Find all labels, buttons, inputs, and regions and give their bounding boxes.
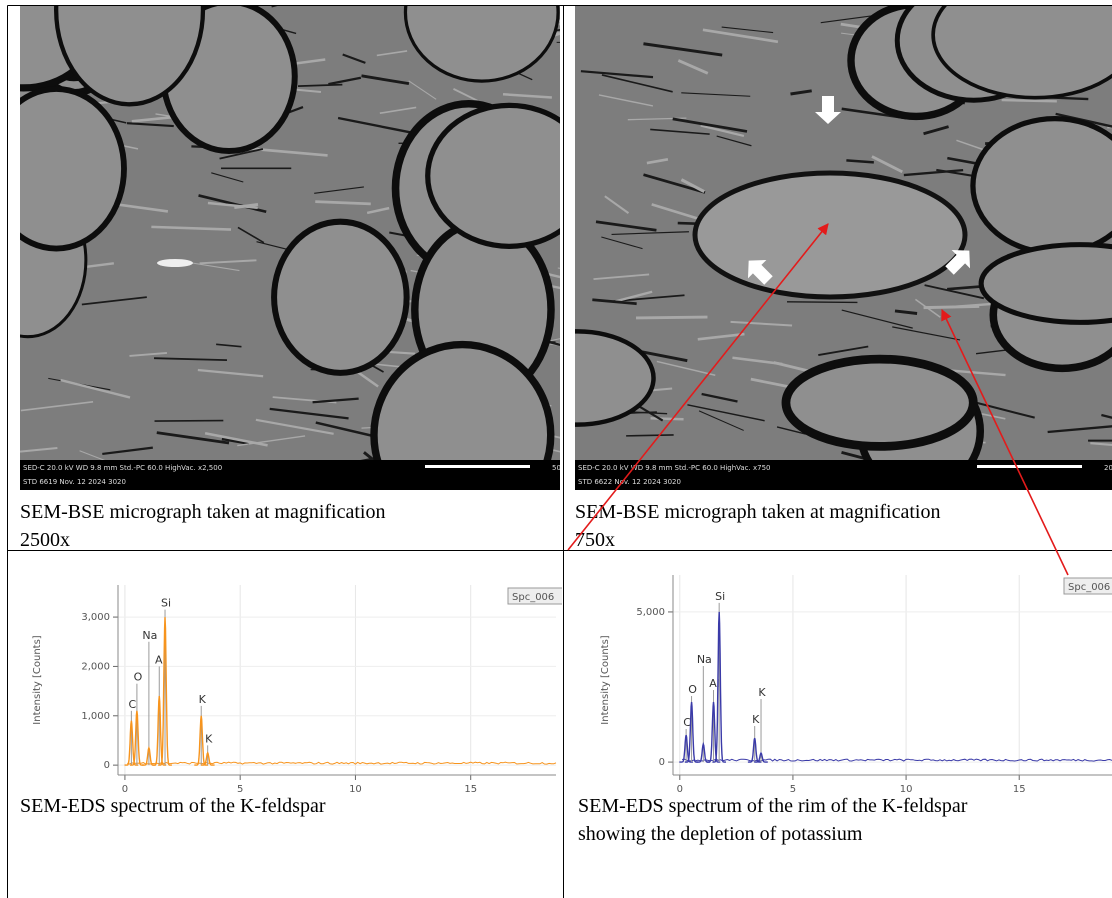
info-text: SED-C 20.0 kV WD 9.8 mm Std.-PC 60.0 Hig… (23, 464, 222, 472)
caption: showing the depletion of potassium (578, 823, 863, 845)
bright-mineral (157, 259, 193, 267)
caption: 750x (575, 529, 615, 551)
element-label: Na (697, 653, 712, 666)
clay-flake (626, 435, 674, 436)
y-axis-label: Intensity [Counts] (600, 635, 611, 725)
y-tick-label: 0 (104, 760, 110, 771)
page: SED-C 20.0 kV WD 9.8 mm Std.-PC 60.0 Hig… (0, 0, 1112, 898)
scale-bar (425, 465, 530, 468)
element-label: K (752, 713, 760, 726)
y-tick-label: 5,000 (636, 607, 665, 618)
caption: 2500x (20, 529, 70, 551)
caption: SEM-EDS spectrum of the K-feldspar (20, 795, 326, 817)
element-label: Na (142, 629, 157, 642)
info-text: STD 6619 Nov. 12 2024 3020 (23, 478, 126, 486)
caption: SEM-BSE micrograph taken at magnificatio… (575, 501, 940, 523)
element-label: Si (715, 590, 725, 603)
element-label: K (205, 732, 213, 745)
micrograph: SED-C 20.0 kV WD 9.8 mm Std.-PC 60.0 Hig… (0, 0, 612, 525)
element-label: C (129, 698, 137, 711)
info-text: STD 6622 Nov. 12 2024 3020 (578, 478, 681, 486)
caption: SEM-EDS spectrum of the rim of the K-fel… (578, 795, 968, 817)
y-tick-label: 3,000 (81, 612, 110, 623)
element-label: O (134, 671, 143, 684)
y-tick-label: 2,000 (81, 661, 110, 672)
y-axis-label: Intensity [Counts] (32, 635, 43, 725)
clay-flake (1002, 100, 1057, 101)
grain (973, 119, 1112, 253)
clay-flake (651, 418, 684, 419)
grain (786, 359, 973, 446)
legend-label: Spc_006 (1068, 582, 1110, 593)
y-tick-label: 1,000 (81, 711, 110, 722)
scale-bar (977, 465, 1082, 468)
micrograph: SED-C 20.0 kV WD 9.8 mm Std.-PC 60.0 Hig… (502, 0, 1112, 495)
element-label: K (758, 686, 766, 699)
scale-label: 50 (552, 464, 561, 472)
k-feldspar-grain (695, 173, 965, 297)
element-label: Si (161, 597, 171, 610)
caption: SEM-BSE micrograph taken at magnificatio… (20, 501, 385, 523)
clay-flake (636, 317, 707, 318)
info-text: SED-C 20.0 kV WD 9.8 mm Std.-PC 60.0 Hig… (578, 464, 770, 472)
y-tick-label: 0 (659, 757, 665, 768)
element-label: K (199, 693, 207, 706)
element-label: O (688, 683, 697, 696)
clay-flake (787, 302, 857, 303)
scale-label: 20 (1104, 464, 1112, 472)
grain (274, 222, 407, 373)
legend-label: Spc_006 (512, 592, 554, 603)
